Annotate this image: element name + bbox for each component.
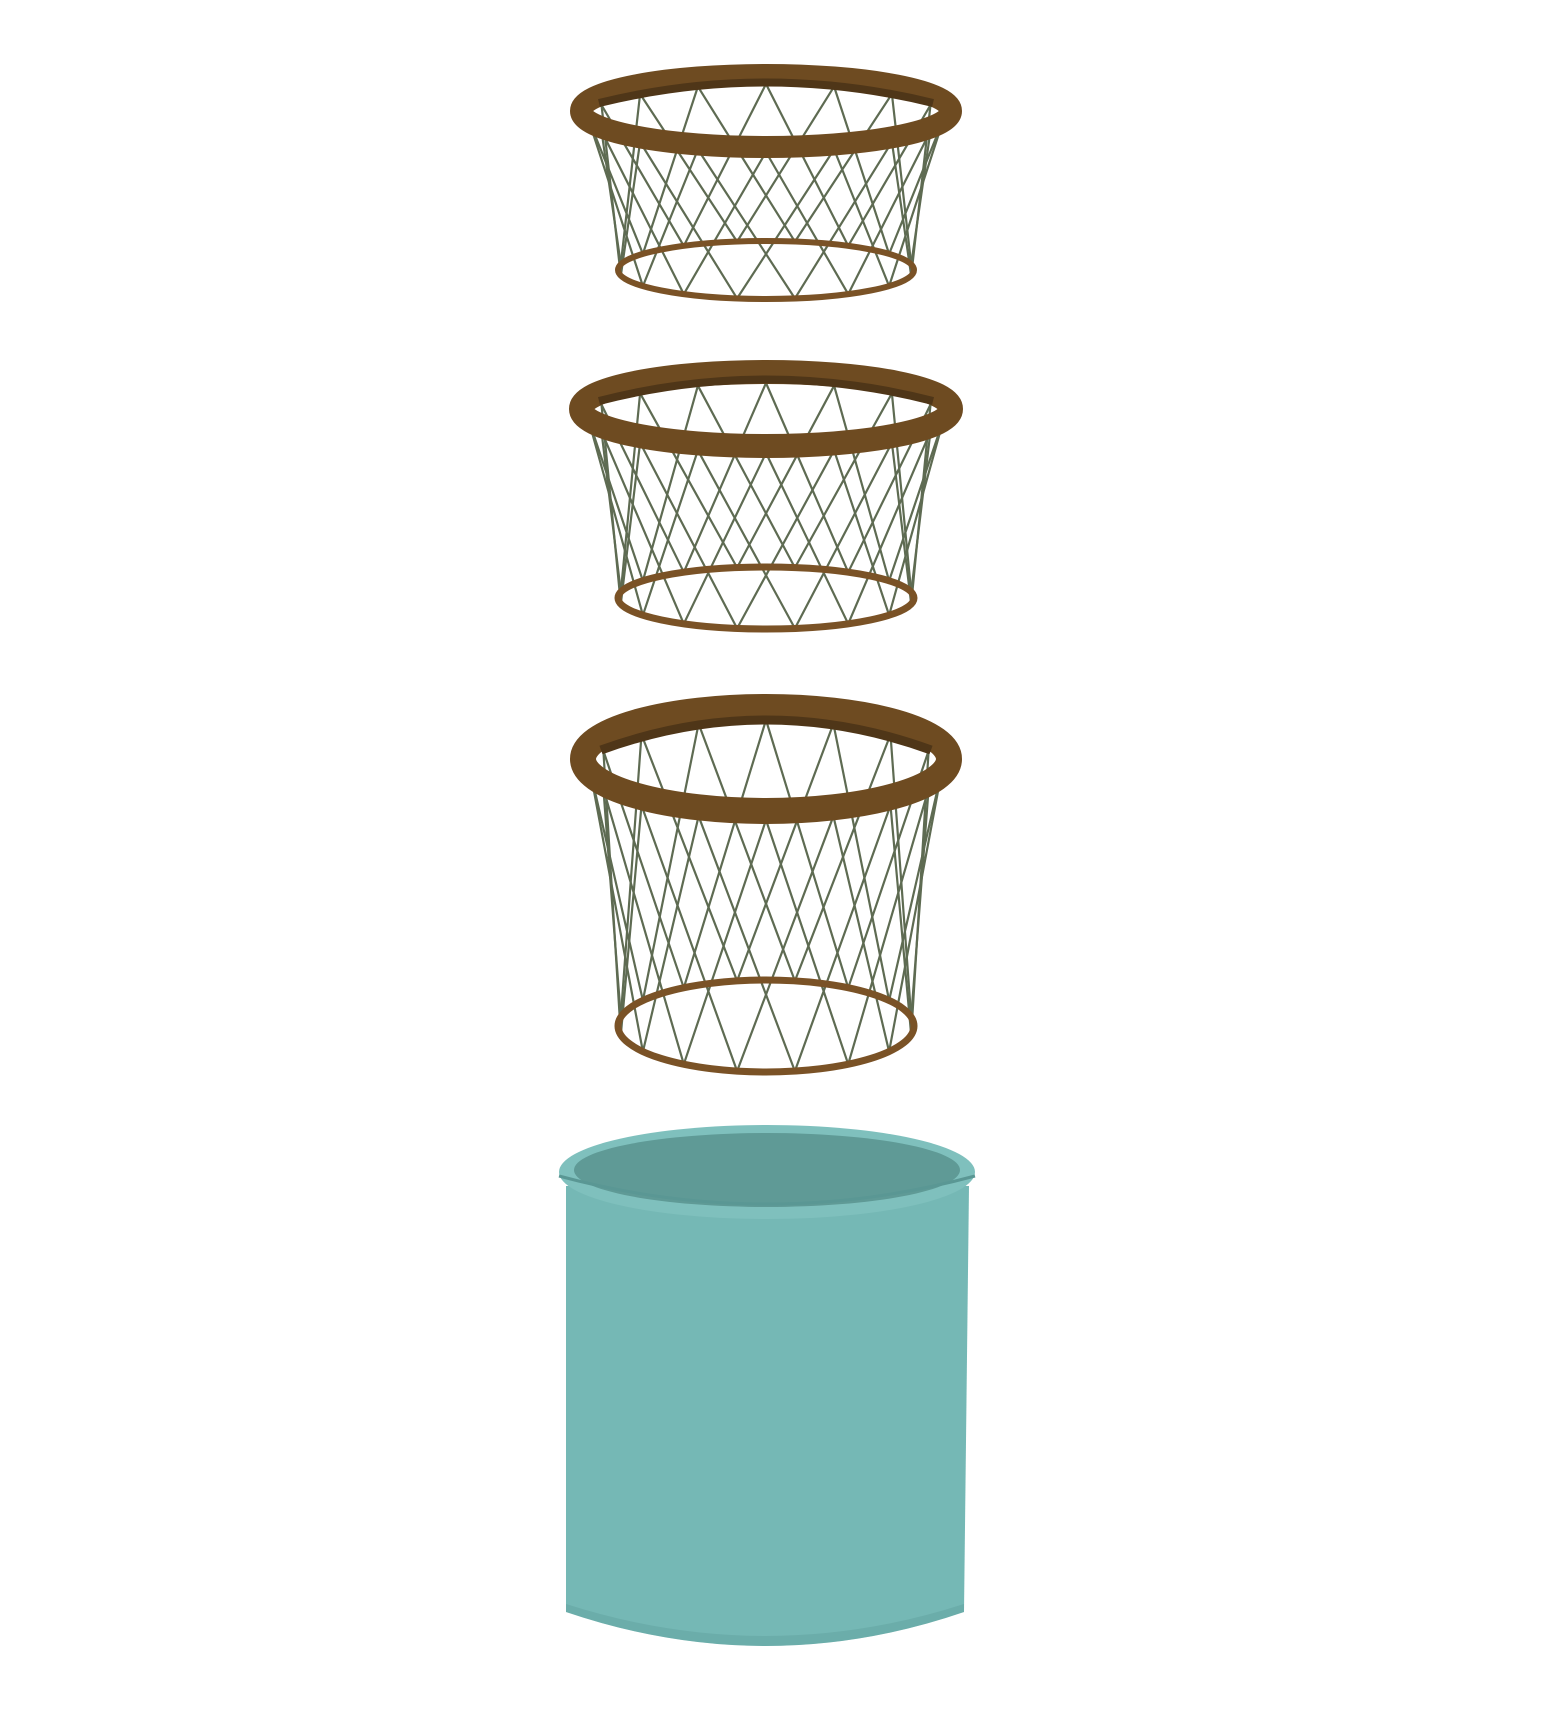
basket-2-mesh-strand [832,384,891,582]
basket-2-mesh-strand [832,449,891,617]
basket-3-mesh-strand [682,818,768,1066]
basket-3-mesh-strand [793,804,892,1073]
basket-1-mesh-strand [586,116,645,255]
basket-2-mesh-strand [641,384,700,582]
basket-3-mesh-strand [682,718,768,989]
basket-3-mesh-strand [735,722,835,983]
basket-2-mesh-strand [682,381,768,574]
basket-3-rim-shadow [599,715,933,755]
basket-3-mesh-strand [619,733,643,1019]
container-body [566,1186,969,1646]
basket-2-mesh-strand [586,416,645,582]
container-interior [574,1133,960,1207]
container-bottom-shadow [566,1604,964,1646]
basket-1-mesh-strand [887,116,946,255]
basket-2-mesh-strand [847,430,932,625]
basket-3-mesh-strand [602,787,685,1066]
basket-2-mesh-strand [793,392,894,569]
basket-2-mesh-strand [600,430,685,625]
basket-2-mesh-strand [696,384,797,569]
basket-2-mesh-strand [890,441,913,606]
basket-2 [569,360,963,633]
basket-1-mesh-strand [638,140,739,300]
basket-2-mesh-strand [619,441,642,606]
basket-1-mesh-strand [696,148,797,300]
container-rim-edge [558,1174,976,1206]
basket-3-mesh-strand [832,722,891,1002]
basket-3-mesh-strand [641,722,700,1002]
basket-1-mesh-strand [696,85,797,243]
basket-1-mesh-strand [735,148,836,300]
basket-2-mesh-strand [682,451,768,625]
basket-1-top-rim [570,64,962,158]
basket-1-mesh-strand [793,92,894,243]
basket-1-mesh-strand [600,129,685,296]
basket-3-mesh-strand [619,804,643,1037]
basket-3-top-rim [570,694,962,824]
basket-1-mesh-strand [619,92,642,266]
teal-container [558,1125,976,1646]
basket-1-base-ring [615,238,917,302]
basket-2-mesh-strand [735,449,836,630]
basket-3-mesh-strand [847,787,930,1066]
basket-3-mesh-strand [735,815,835,1073]
basket-3-mesh-strand [588,768,645,1002]
basket-3-mesh-strand [764,718,850,989]
basket-1 [570,64,962,302]
basket-2-base-ring [614,563,918,633]
basket-1-mesh-strand [832,85,891,255]
basket-1-mesh-strand [682,82,768,247]
basket-1-rim-shadow [598,78,934,107]
basket-3-mesh-strand [887,768,944,1002]
basket-3-mesh-strand [889,804,913,1037]
basket-2-top-rim [569,360,963,458]
basket-1-mesh-strand [764,82,850,247]
basket-1-mesh [586,82,946,300]
basket-3-mesh-strand [764,818,850,1066]
basket-1-mesh-strand [832,148,891,288]
basket-2-mesh-strand [735,384,836,569]
basket-3-mesh-strand [793,733,892,983]
basket-2-mesh-strand [887,416,946,582]
basket-2-mesh [586,381,946,630]
basket-2-mesh-strand [638,441,739,630]
basket-3-mesh-strand [697,815,797,1073]
basket-3-mesh-strand [889,733,913,1019]
basket-1-mesh-strand [641,85,700,255]
basket-2-mesh-strand [696,449,797,630]
basket-3-mesh-strand [640,804,739,1073]
basket-3-mesh-strand [640,733,739,983]
basket-3 [570,694,962,1076]
basket-1-mesh-strand [793,140,894,300]
basket-1-mesh-strand [638,92,739,243]
basket-2-mesh-strand [638,392,739,569]
basket-3-mesh-strand [697,722,797,983]
basket-2-rim-shadow [598,375,934,405]
basket-1-mesh-strand [890,92,913,266]
basket-2-mesh-strand [641,449,700,617]
basket-1-mesh-strand [735,85,836,243]
basket-1-mesh-strand [641,148,700,288]
basket-2-mesh-strand [793,441,894,630]
basket-2-mesh-strand [764,451,850,625]
basket-2-mesh-strand [764,381,850,574]
basket-3-base-ring [614,976,918,1076]
basket-3-mesh [588,718,944,1073]
basket-1-mesh-strand [847,129,932,296]
